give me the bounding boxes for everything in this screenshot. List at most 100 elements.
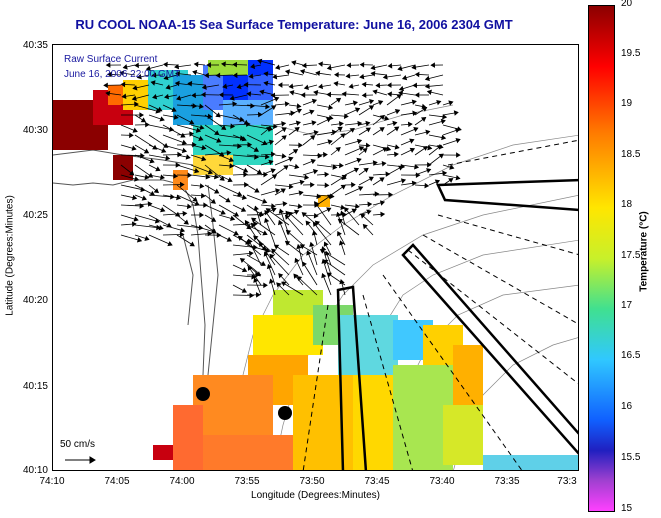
current-vector-head	[199, 183, 205, 189]
colorbar-tick-label: 17.5	[621, 250, 641, 261]
current-vector-head	[270, 168, 276, 174]
current-vector-head	[204, 72, 209, 79]
current-vector-head	[232, 72, 238, 79]
current-vector-head	[199, 212, 204, 218]
current-vector	[266, 208, 290, 226]
current-vector-head	[264, 217, 270, 224]
current-vector-head	[216, 137, 222, 143]
current-vector-head	[426, 168, 432, 174]
current-vector-head	[214, 130, 220, 136]
current-vector-head	[323, 151, 328, 158]
current-vector-head	[247, 265, 253, 271]
current-vector-head	[230, 215, 236, 221]
current-vector-head	[278, 208, 284, 214]
current-vector-head	[345, 73, 351, 79]
current-vector-head	[314, 201, 320, 207]
current-vector-head	[281, 127, 287, 133]
current-vector	[253, 235, 276, 256]
current-vector-head	[372, 160, 378, 166]
current-vector-head	[260, 260, 266, 266]
current-vector-head	[411, 180, 417, 187]
current-vector-head	[333, 80, 339, 87]
current-vector-head	[255, 292, 261, 298]
current-vector-head	[310, 182, 315, 188]
current-vector-head	[298, 142, 303, 148]
current-vector-head	[272, 73, 278, 80]
current-vector-head	[249, 292, 255, 299]
current-vector-head	[270, 151, 276, 158]
current-vector-head	[241, 136, 247, 142]
current-vector-head	[241, 267, 248, 273]
y-axis-title: Latitude (Degrees:Minutes)	[4, 195, 16, 316]
current-vector-head	[323, 241, 329, 247]
current-vector	[232, 244, 258, 248]
current-vector	[314, 201, 332, 226]
current-vector-head	[242, 167, 249, 173]
current-vector-head	[159, 174, 165, 180]
current-vector-head	[300, 92, 306, 98]
current-vector-head	[144, 174, 150, 180]
current-vector-head	[382, 74, 388, 80]
map-plot-area	[52, 44, 579, 471]
current-vector-head	[134, 176, 140, 182]
current-vector-head	[131, 95, 137, 101]
current-vector-head	[296, 103, 302, 109]
current-vector	[265, 218, 276, 246]
current-vector-head	[359, 62, 365, 68]
current-vector-head	[152, 94, 158, 100]
y-tick-label: 40:35	[22, 40, 48, 51]
current-vector	[310, 242, 318, 266]
current-vector-head	[309, 109, 315, 115]
current-vector-head	[154, 218, 160, 224]
current-vector-head	[293, 273, 299, 279]
station-marker-1	[196, 387, 210, 401]
current-vector-head	[328, 104, 334, 111]
current-vector-head	[262, 198, 268, 204]
current-vector-head	[394, 144, 400, 150]
current-vector-head	[233, 230, 239, 236]
current-vector-head	[312, 169, 319, 175]
current-vector-head	[266, 263, 273, 270]
current-vector-head	[337, 218, 344, 224]
current-vector-head	[357, 186, 364, 192]
current-vector-head	[427, 144, 433, 151]
current-vector-head	[362, 148, 368, 154]
current-vector	[307, 250, 318, 276]
current-vector-head	[211, 228, 217, 234]
current-vector-head	[150, 80, 156, 86]
current-vector-head	[448, 100, 454, 106]
current-vector	[176, 224, 203, 229]
current-vector-head	[420, 117, 427, 123]
current-vector-head	[185, 154, 191, 160]
x-tick-label: 73:3	[557, 476, 577, 487]
current-vector-head	[430, 62, 436, 68]
current-vector-head	[253, 146, 259, 152]
current-vector-head	[346, 62, 352, 68]
current-vector-head	[229, 163, 235, 169]
current-vector-head	[341, 174, 347, 180]
current-vector-head	[180, 132, 186, 138]
current-vector-head	[122, 64, 128, 70]
current-vector-head	[183, 219, 189, 225]
current-vector	[264, 251, 276, 276]
current-vector-head	[456, 152, 461, 158]
current-vector-head	[213, 173, 220, 180]
current-vector-head	[292, 149, 299, 154]
current-vector-head	[163, 74, 169, 81]
current-vector-head	[189, 119, 195, 125]
current-vector-head	[362, 223, 368, 230]
current-vector-head	[132, 85, 138, 91]
current-vector-head	[132, 127, 138, 133]
current-vector-head	[273, 244, 280, 250]
current-vector-head	[379, 127, 385, 133]
colorbar-tick-label: 19.5	[621, 48, 641, 59]
current-vector-head	[136, 74, 142, 80]
current-vector-head	[248, 73, 254, 79]
current-vector-head	[356, 138, 363, 145]
current-vector-head	[281, 121, 287, 127]
current-vector-head	[187, 172, 193, 179]
current-vector-head	[367, 201, 373, 208]
current-vector	[337, 212, 346, 236]
current-vector	[323, 259, 346, 276]
current-vector-head	[380, 211, 386, 218]
